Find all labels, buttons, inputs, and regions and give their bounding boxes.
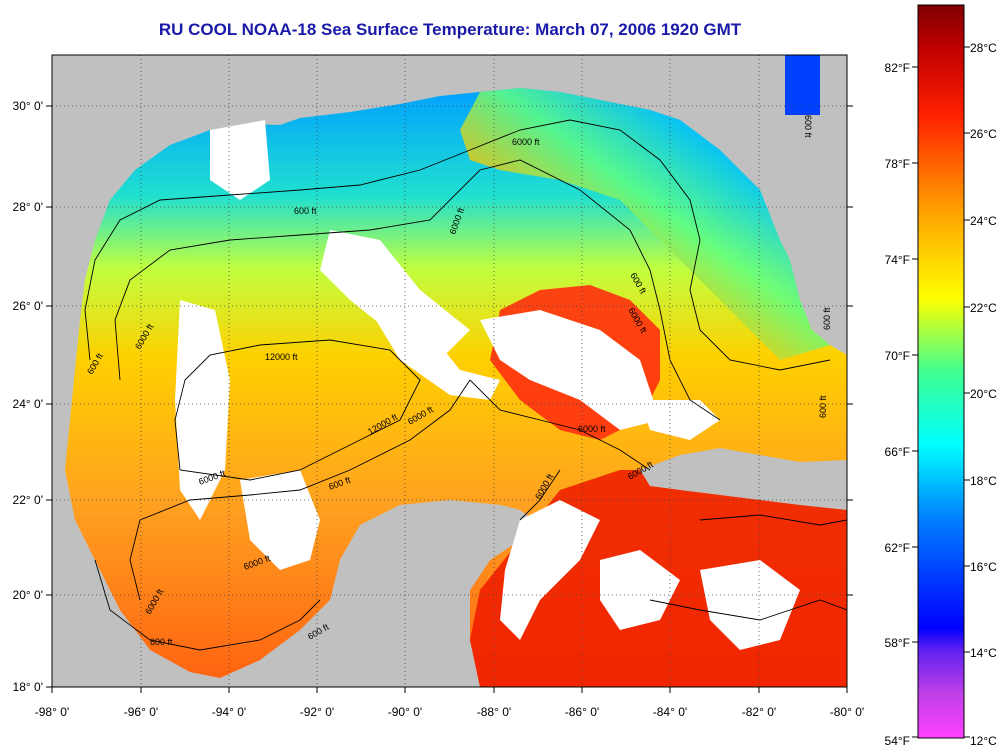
contour-label: 6000 ft bbox=[512, 137, 540, 147]
lat-label: 26° 0' bbox=[13, 299, 43, 313]
f-label: 82°F bbox=[885, 61, 910, 75]
lat-label: 24° 0' bbox=[13, 397, 43, 411]
c-label: 20°C bbox=[970, 387, 997, 401]
cuba-land bbox=[640, 448, 847, 510]
c-label: 14°C bbox=[970, 646, 997, 660]
f-label: 54°F bbox=[885, 734, 910, 748]
plot-frame bbox=[51, 54, 848, 688]
c-label: 22°C bbox=[970, 301, 997, 315]
f-label: 66°F bbox=[885, 445, 910, 459]
contour-label: 600 ft bbox=[803, 115, 813, 138]
lon-label: -94° 0' bbox=[212, 705, 246, 719]
c-label: 26°C bbox=[970, 127, 997, 141]
axis-ticks bbox=[46, 105, 853, 693]
cool-shelf bbox=[460, 88, 830, 360]
f-label: 58°F bbox=[885, 636, 910, 650]
c-label: 28°C bbox=[970, 41, 997, 55]
f-label: 70°F bbox=[885, 349, 910, 363]
contour-label: 600 ft bbox=[822, 307, 832, 330]
florida-land bbox=[760, 55, 847, 345]
fahrenheit-labels: 82°F 78°F 74°F 70°F 66°F 62°F 58°F 54°F bbox=[885, 61, 910, 748]
lon-label: -80° 0' bbox=[830, 705, 864, 719]
contour-label: 600 ft bbox=[818, 395, 828, 418]
c-label: 24°C bbox=[970, 214, 997, 228]
lat-label: 30° 0' bbox=[13, 99, 43, 113]
lon-label: -82° 0' bbox=[742, 705, 776, 719]
lon-label: -90° 0' bbox=[388, 705, 422, 719]
colorbar bbox=[917, 4, 965, 739]
cloud-masks bbox=[175, 120, 800, 650]
c-label: 18°C bbox=[970, 474, 997, 488]
contour-label: 6000 ft bbox=[578, 424, 606, 434]
lon-label: -96° 0' bbox=[124, 705, 158, 719]
c-label: 16°C bbox=[970, 560, 997, 574]
lon-label: -86° 0' bbox=[565, 705, 599, 719]
yucatan-land bbox=[330, 500, 540, 687]
lon-label: -98° 0' bbox=[35, 705, 69, 719]
us-coast-land bbox=[52, 55, 760, 420]
grid-lines bbox=[52, 55, 847, 687]
f-label: 78°F bbox=[885, 157, 910, 171]
depth-contours bbox=[84, 119, 847, 651]
f-label: 62°F bbox=[885, 541, 910, 555]
latitude-labels: 30° 0' 28° 0' 26° 0' 24° 0' 22° 0' 20° 0… bbox=[13, 99, 43, 694]
contour-label: 12000 ft bbox=[265, 352, 298, 362]
lon-label: -84° 0' bbox=[653, 705, 687, 719]
lat-label: 18° 0' bbox=[13, 680, 43, 694]
f-label: 74°F bbox=[885, 253, 910, 267]
longitude-labels: -98° 0' -96° 0' -94° 0' -92° 0' -90° 0' … bbox=[35, 705, 864, 719]
lat-label: 20° 0' bbox=[13, 588, 43, 602]
contour-label: 600 ft bbox=[150, 637, 173, 647]
map-title: RU COOL NOAA-18 Sea Surface Temperature:… bbox=[158, 20, 742, 39]
contour-label: 600 ft bbox=[294, 206, 317, 216]
c-label: 12°C bbox=[970, 734, 997, 748]
lat-label: 28° 0' bbox=[13, 200, 43, 214]
lon-label: -88° 0' bbox=[477, 705, 511, 719]
lat-label: 22° 0' bbox=[13, 493, 43, 507]
lon-label: -92° 0' bbox=[300, 705, 334, 719]
celsius-labels: 28°C 26°C 24°C 22°C 20°C 18°C 16°C 14°C … bbox=[970, 41, 997, 748]
atlantic-water bbox=[785, 55, 820, 115]
colorbar-ticks bbox=[912, 46, 970, 738]
